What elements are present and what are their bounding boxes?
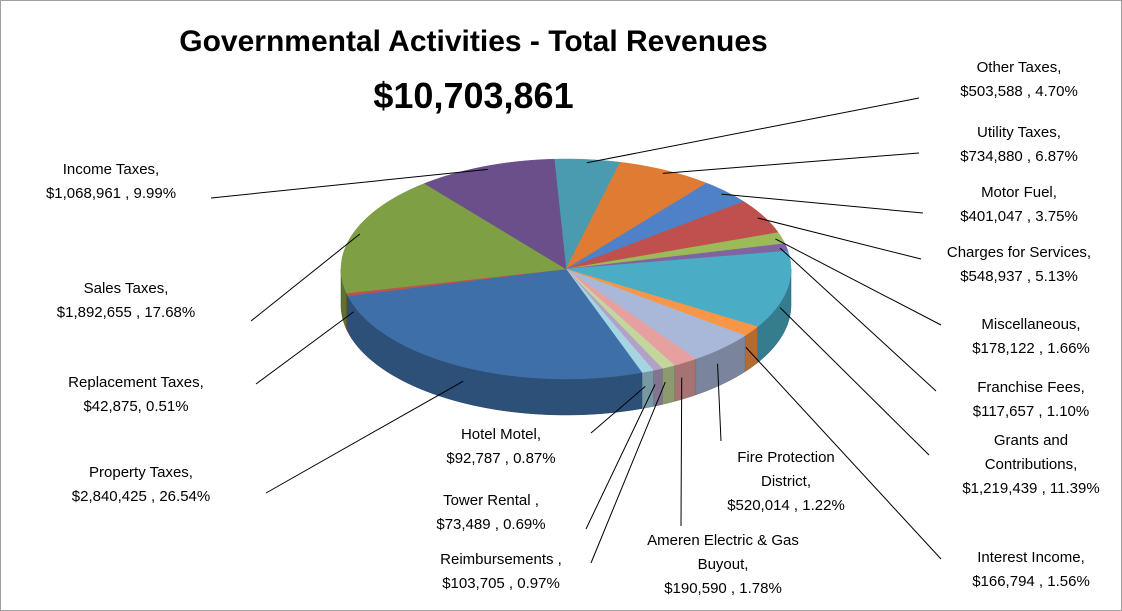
category-label: Reimbursements , [440, 551, 562, 568]
value-label: $548,937 , 5.13% [960, 268, 1078, 285]
data-label: Tower Rental , $73,489 , 0.69% [391, 489, 591, 537]
slice [565, 250, 792, 328]
category-label: Fire Protection District, [737, 449, 835, 490]
leader-line [210, 168, 488, 199]
category-label: Interest Income, [977, 549, 1085, 566]
value-label: $92,787 , 0.87% [446, 450, 556, 467]
leader-line [250, 233, 361, 322]
value-label: $503,588 , 4.70% [960, 83, 1078, 100]
leader-line [265, 380, 464, 494]
data-label: Sales Taxes, $1,892,655 , 17.68% [11, 277, 241, 325]
data-label: Fire Protection District, $520,014 , 1.22… [711, 446, 861, 518]
category-label: Sales Taxes, [83, 280, 169, 297]
value-label: $401,047 , 3.75% [960, 208, 1078, 225]
value-label: $178,122 , 1.66% [972, 340, 1090, 357]
data-label: Income Taxes, $1,068,961 , 9.99% [1, 158, 226, 206]
slice [565, 232, 786, 270]
slice [340, 183, 567, 294]
leader-line [585, 384, 656, 530]
data-label: Charges for Services, $548,937 , 5.13% [914, 241, 1121, 289]
data-label: Hotel Motel, $92,787 , 0.87% [401, 423, 601, 471]
leader-line [775, 238, 942, 326]
category-label: Hotel Motel, [460, 426, 542, 443]
data-label: Property Taxes, $2,840,425 , 26.54% [26, 461, 256, 509]
value-label: $190,590 , 1.78% [664, 580, 782, 597]
category-label: Tower Rental , [443, 492, 539, 509]
data-label: Miscellaneous, $178,122 , 1.66% [931, 313, 1121, 361]
category-label: Income Taxes, [62, 161, 160, 178]
category-label: Ameren Electric & Gas Buyout, [647, 532, 799, 573]
leader-line [717, 363, 722, 442]
leader-line [255, 311, 354, 385]
category-label: Charges for Services, [946, 244, 1092, 261]
chart-subtitle: $10,703,861 [373, 75, 574, 116]
leader-line [745, 347, 942, 560]
value-label: $734,880 , 6.87% [960, 148, 1078, 165]
data-label: Motor Fuel, $401,047 , 3.75% [914, 181, 1121, 229]
leader-line [590, 386, 646, 434]
data-label: Replacement Taxes, $42,875, 0.51% [21, 371, 251, 419]
slice [423, 158, 567, 270]
leader-line [721, 193, 924, 214]
value-label: $520,014 , 1.22% [727, 497, 845, 514]
data-label: Other Taxes, $503,588 , 4.70% [914, 56, 1121, 104]
category-label: Grants and Contributions, [984, 432, 1078, 473]
leader-line [590, 381, 666, 564]
category-label: Franchise Fees, [977, 379, 1085, 396]
value-label: $166,794 , 1.56% [972, 573, 1090, 590]
value-label: $2,840,425 , 26.54% [71, 488, 211, 505]
value-label: $73,489 , 0.69% [436, 516, 546, 533]
value-label: $103,705 , 0.97% [442, 575, 560, 592]
slice-side [674, 358, 697, 402]
data-label: Franchise Fees, $117,657 , 1.10% [931, 376, 1121, 424]
data-label: Grants and Contributions, $1,219,439 , 11… [946, 429, 1116, 501]
leader-line [779, 247, 937, 392]
leader-line [779, 307, 930, 456]
category-label: Other Taxes, [976, 59, 1062, 76]
slice [347, 268, 643, 380]
leader-line [662, 152, 920, 174]
value-label: $42,875, 0.51% [83, 398, 189, 415]
value-label: $117,657 , 1.10% [972, 403, 1090, 420]
category-label: Utility Taxes, [977, 124, 1061, 141]
slice [565, 268, 759, 336]
slice [565, 182, 745, 270]
data-label: Reimbursements , $103,705 , 0.97% [401, 548, 601, 596]
value-label: $1,068,961 , 9.99% [45, 185, 177, 202]
category-label: Miscellaneous, [981, 316, 1081, 333]
data-label: Ameren Electric & Gas Buyout, $190,590 , … [641, 529, 806, 601]
chart-title: Governmental Activities - Total Revenues [179, 25, 768, 58]
leader-line [586, 97, 920, 164]
slice [565, 268, 697, 366]
data-label: Utility Taxes, $734,880 , 6.87% [914, 121, 1121, 169]
category-label: Property Taxes, [89, 464, 193, 481]
leader-line [680, 377, 683, 527]
slice-side [641, 370, 654, 409]
category-label: Motor Fuel, [981, 184, 1057, 201]
value-label: $1,892,655 , 17.68% [56, 304, 196, 321]
slice [565, 201, 779, 270]
category-label: Replacement Taxes, [68, 374, 204, 391]
leader-line [757, 217, 922, 260]
value-label: $1,219,439 , 11.39% [962, 480, 1100, 497]
slice [565, 268, 746, 360]
slice [553, 158, 621, 270]
data-label: Interest Income, $166,794 , 1.56% [931, 546, 1121, 594]
slice [565, 161, 708, 270]
